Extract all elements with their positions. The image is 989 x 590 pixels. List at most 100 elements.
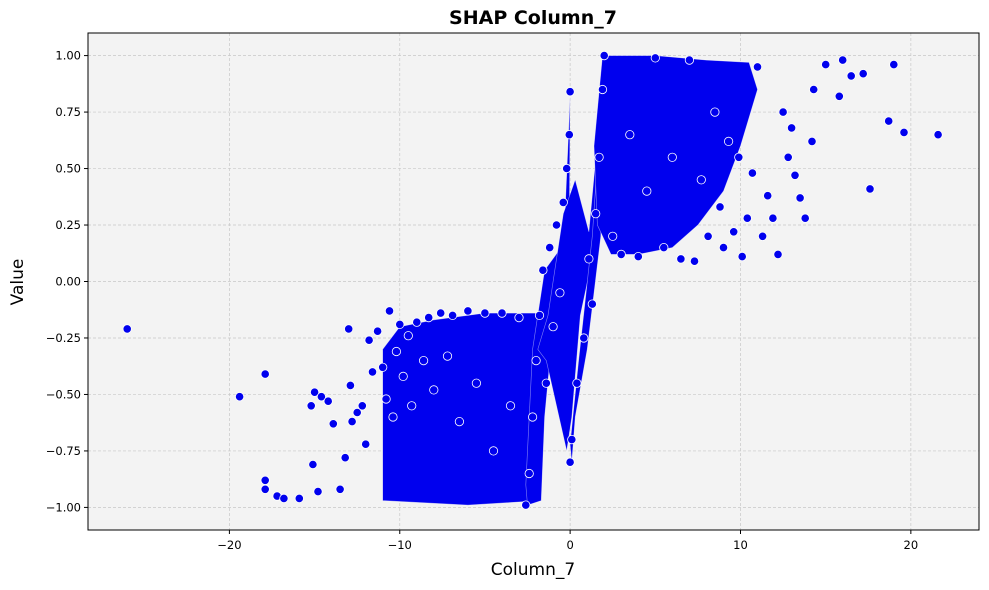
scatter-point [306,401,316,411]
scatter-point [734,152,744,162]
scatter-point [650,53,660,63]
scatter-point [531,355,541,366]
scatter-point [395,319,405,329]
scatter-point [555,288,565,298]
scatter-point [260,484,270,494]
scatter-point [899,127,909,137]
scatter-point [564,130,574,140]
scatter-point [763,191,773,201]
scatter-point [715,202,725,212]
scatter-point [608,231,618,241]
scatter-point [703,231,713,241]
x-axis-title: Column_7 [491,560,575,580]
x-tick-label: −10 [388,538,412,552]
y-tick-label: 0.50 [55,162,81,176]
scatter-point [534,310,545,320]
scatter-point [323,396,333,406]
scatter-point [328,419,338,429]
scatter-points [122,50,943,510]
scatter-point [633,252,643,262]
scatter-point [538,265,548,275]
scatter-point [838,55,848,65]
scatter-point [309,387,320,397]
scatter-point [742,213,752,223]
scatter-point [710,107,720,117]
scatter-point [335,484,345,494]
scatter-point [436,308,446,318]
scatter-point [597,84,608,95]
scatter-point [858,69,868,79]
scatter-point [545,243,555,253]
scatter-point [527,412,538,422]
scatter-point [378,362,388,372]
y-tick-label: 1.00 [55,49,81,63]
scatter-point [599,50,609,61]
scatter-point [122,324,132,334]
scatter-point [480,308,490,318]
scatter-point [344,324,354,334]
scatter-point [579,333,589,343]
scatter-point [752,62,763,72]
scatter-point [454,416,464,427]
scatter-point [340,453,350,463]
scatter-point [676,254,686,264]
scatter-point [260,369,270,379]
scatter-point [524,468,534,479]
scatter-point [471,378,481,388]
y-tick-label: −0.50 [46,387,81,401]
scatter-point [795,193,805,203]
y-tick-label: 0.00 [55,275,81,289]
dense-point-region [382,312,542,506]
scatter-point [684,55,695,65]
scatter-point [294,493,304,503]
scatter-point [696,175,706,185]
scatter-point [807,136,817,146]
x-tick-label: 10 [733,538,748,552]
scatter-point [747,168,758,178]
scatter-point [933,130,943,140]
scatter-point [689,256,700,266]
scatter-point [846,71,856,81]
x-tick-label: −20 [217,538,241,552]
scatter-point [723,136,734,146]
scatter-point [790,170,800,180]
scatter-point [565,87,575,97]
scatter-point [412,317,422,327]
scatter-point [352,407,362,418]
scatter-point [347,416,357,427]
scatter-point [279,493,289,503]
scatter-point [398,371,408,381]
scatter-point [718,243,729,253]
y-tick-label: 0.25 [55,218,81,232]
scatter-point [778,107,788,117]
scatter-point [821,59,831,70]
scatter-point [572,378,582,388]
scatter-point [403,331,413,341]
scatter-point [834,91,844,101]
scatter-point [591,209,601,219]
scatter-point [260,475,270,485]
scatter-point [737,252,747,262]
scatter-point [659,243,669,253]
scatter-point [865,184,875,194]
scatter-point [809,84,819,95]
scatter-point [463,306,473,316]
scatter-point [565,457,575,467]
x-axis: −20 −10 0 10 20 [217,530,918,552]
scatter-point [548,322,558,332]
x-tick-label: 0 [566,538,573,552]
scatter-point [384,306,395,316]
chart-title: SHAP Column_7 [449,7,617,29]
scatter-point [729,227,739,237]
y-tick-label: −0.25 [46,331,81,345]
scatter-point [345,380,355,390]
y-tick-label: −1.00 [46,500,81,514]
scatter-point [313,486,323,497]
scatter-point [372,326,383,336]
scatter-point [488,446,499,456]
scatter-point [388,412,398,422]
scatter-point [567,434,577,445]
scatter-point [800,213,810,223]
x-tick-label: 20 [904,538,919,552]
